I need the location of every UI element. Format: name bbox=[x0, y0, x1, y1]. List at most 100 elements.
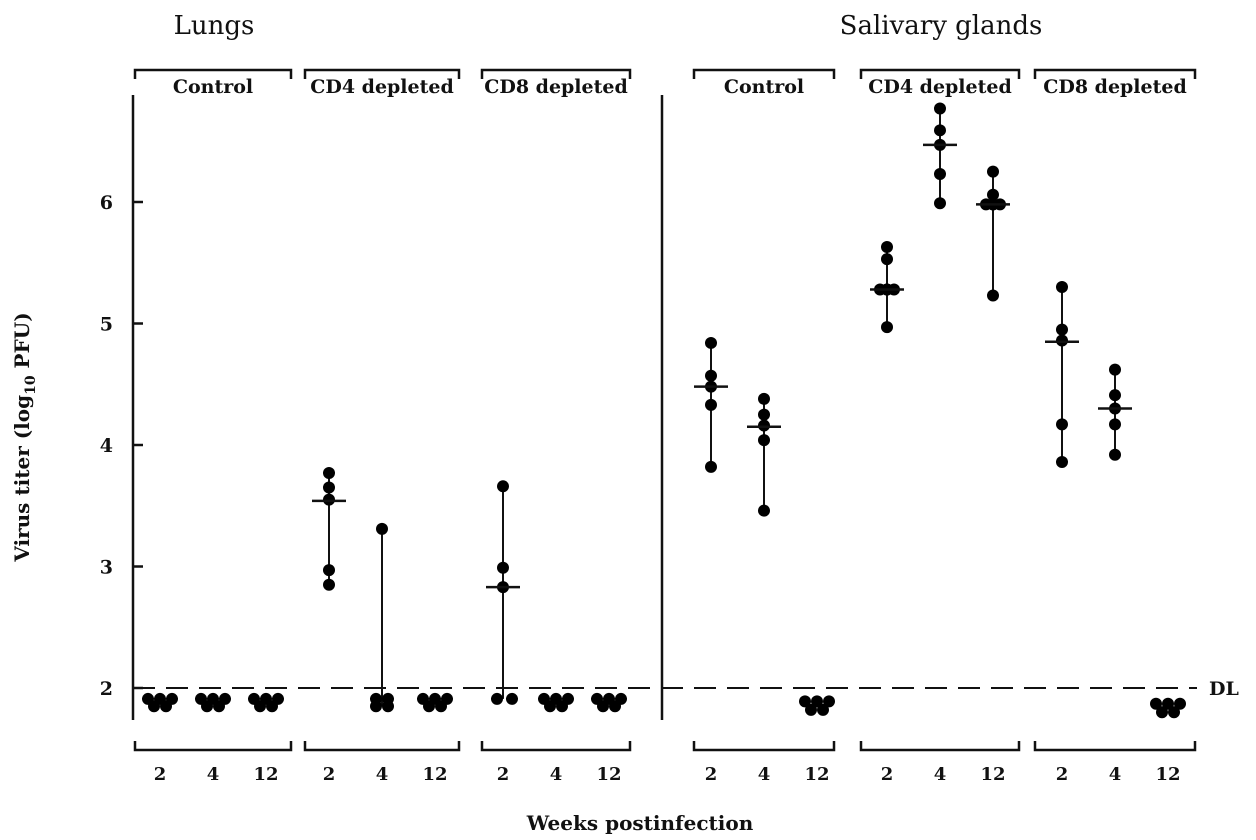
group-bracket-bottom bbox=[859, 741, 1021, 752]
data-point bbox=[382, 700, 394, 713]
data-point bbox=[1056, 323, 1068, 336]
data-point bbox=[148, 700, 160, 713]
data-point bbox=[987, 188, 999, 201]
week-tick-label: 4 bbox=[934, 764, 947, 785]
data-point bbox=[1109, 363, 1121, 376]
data-point bbox=[817, 703, 829, 716]
data-point bbox=[805, 703, 817, 716]
week-tick-label: 4 bbox=[207, 764, 220, 785]
data-point bbox=[497, 561, 509, 574]
data-point bbox=[705, 336, 717, 349]
week-tick-label: 4 bbox=[1109, 764, 1122, 785]
group-bracket-top bbox=[133, 68, 293, 79]
detection-limit-label: DL bbox=[1209, 678, 1239, 700]
data-point bbox=[323, 466, 335, 479]
group-bracket-top bbox=[859, 68, 1021, 79]
data-point bbox=[758, 408, 770, 421]
data-point bbox=[1056, 418, 1068, 431]
data-point bbox=[1056, 281, 1068, 294]
y-axis-label-tail: PFU) bbox=[10, 312, 34, 375]
data-point bbox=[705, 460, 717, 473]
y-tick-label: 2 bbox=[100, 678, 113, 700]
group-bracket-top bbox=[692, 68, 836, 79]
week-tick-label: 2 bbox=[881, 764, 894, 785]
data-point bbox=[1056, 456, 1068, 469]
data-point bbox=[556, 700, 568, 713]
data-point bbox=[1174, 697, 1186, 710]
data-point bbox=[1109, 418, 1121, 431]
data-point bbox=[160, 700, 172, 713]
data-point bbox=[491, 692, 503, 705]
data-point bbox=[1162, 697, 1174, 710]
plot-area: 2 3 4 5 6 DL Lungs Control 2 4 12 CD4 depleted 2 4 12 C… bbox=[100, 11, 1239, 785]
data-point bbox=[323, 564, 335, 577]
y-axis-label-main: Virus titer (log bbox=[10, 395, 34, 563]
data-point bbox=[758, 434, 770, 447]
x-axis-label: Weeks postinfection bbox=[526, 811, 754, 835]
data-point bbox=[435, 700, 447, 713]
data-point bbox=[881, 253, 893, 266]
y-tick-label: 3 bbox=[100, 557, 113, 579]
data-point bbox=[811, 695, 823, 708]
week-tick-label: 2 bbox=[497, 764, 510, 785]
data-point bbox=[934, 124, 946, 137]
data-point bbox=[323, 481, 335, 494]
data-point bbox=[1109, 448, 1121, 461]
data-point bbox=[881, 240, 893, 253]
data-point bbox=[987, 289, 999, 302]
data-point bbox=[758, 504, 770, 517]
data-point bbox=[376, 522, 388, 535]
group-bracket-bottom bbox=[480, 741, 632, 752]
data-point bbox=[609, 700, 621, 713]
data-point bbox=[934, 102, 946, 115]
data-point bbox=[506, 692, 518, 705]
group-bracket-top bbox=[303, 68, 461, 79]
group-label: CD4 depleted bbox=[310, 76, 454, 98]
week-tick-label: 12 bbox=[804, 764, 829, 785]
group-label: CD4 depleted bbox=[868, 76, 1012, 98]
group-bracket-bottom bbox=[303, 741, 461, 752]
week-tick-label: 2 bbox=[1056, 764, 1069, 785]
y-axis-label: Virus titer (log10 PFU) bbox=[10, 312, 39, 562]
group-bracket-top bbox=[1033, 68, 1197, 79]
group-label: CD8 depleted bbox=[1043, 76, 1187, 98]
data-point bbox=[497, 480, 509, 493]
week-tick-label: 12 bbox=[980, 764, 1005, 785]
group-label: Control bbox=[173, 76, 253, 98]
group-bracket-bottom bbox=[692, 741, 836, 752]
data-point bbox=[254, 700, 266, 713]
data-point bbox=[1156, 706, 1168, 719]
data-point bbox=[266, 700, 278, 713]
data-point bbox=[934, 168, 946, 181]
group-label: Control bbox=[724, 76, 804, 98]
data-point bbox=[705, 398, 717, 411]
data-point bbox=[423, 700, 435, 713]
data-point bbox=[758, 392, 770, 405]
data-point bbox=[799, 695, 811, 708]
panel-title: Salivary glands bbox=[840, 11, 1043, 41]
week-tick-label: 4 bbox=[550, 764, 563, 785]
week-tick-label: 12 bbox=[596, 764, 621, 785]
week-tick-label: 12 bbox=[1155, 764, 1180, 785]
week-tick-label: 2 bbox=[705, 764, 718, 785]
data-point bbox=[1150, 697, 1162, 710]
data-point bbox=[201, 700, 213, 713]
data-point bbox=[597, 700, 609, 713]
panel-title: Lungs bbox=[174, 11, 255, 41]
data-point bbox=[705, 369, 717, 382]
data-point bbox=[1168, 706, 1180, 719]
data-point bbox=[213, 700, 225, 713]
data-point bbox=[934, 197, 946, 210]
data-point bbox=[544, 700, 556, 713]
data-point bbox=[370, 700, 382, 713]
week-tick-label: 2 bbox=[323, 764, 336, 785]
group-label: CD8 depleted bbox=[484, 76, 628, 98]
week-tick-label: 4 bbox=[758, 764, 771, 785]
week-tick-label: 12 bbox=[422, 764, 447, 785]
data-point bbox=[323, 578, 335, 591]
y-axis-label-subscript: 10 bbox=[23, 375, 39, 395]
group-bracket-top bbox=[480, 68, 632, 79]
group-bracket-bottom bbox=[1033, 741, 1197, 752]
data-point bbox=[881, 321, 893, 334]
